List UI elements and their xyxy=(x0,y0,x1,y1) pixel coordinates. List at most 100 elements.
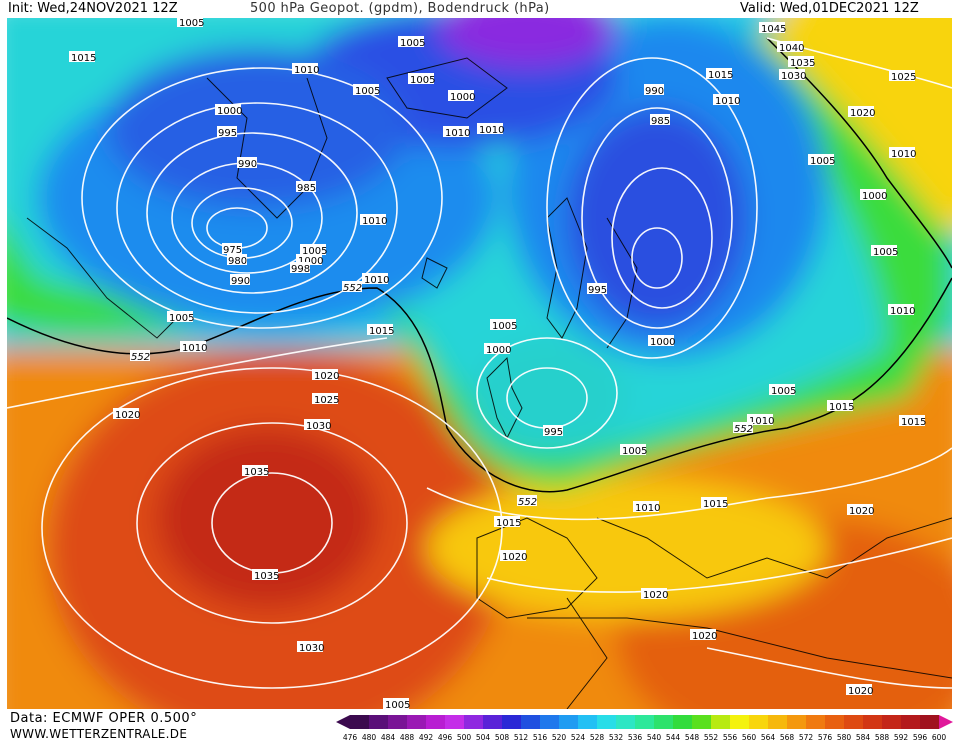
colorbar-tick-label: 572 xyxy=(798,733,814,742)
svg-text:1000: 1000 xyxy=(217,106,242,117)
colorbar-swatch xyxy=(787,715,806,729)
colorbar-swatch xyxy=(578,715,597,729)
colorbar-tick-label: 588 xyxy=(874,733,890,742)
svg-text:1005: 1005 xyxy=(169,313,194,324)
svg-text:552: 552 xyxy=(131,352,150,363)
colorbar-tick-label: 576 xyxy=(817,733,833,742)
colorbar-swatch xyxy=(654,715,673,729)
svg-text:1005: 1005 xyxy=(302,246,327,257)
website-link[interactable]: WWW.WETTERZENTRALE.DE xyxy=(10,727,188,741)
svg-text:552: 552 xyxy=(518,497,537,508)
isobar-label: 1000 xyxy=(860,189,887,202)
isobar-label: 1030 xyxy=(297,641,324,654)
colorbar-tick-label: 548 xyxy=(684,733,700,742)
svg-text:1005: 1005 xyxy=(771,386,796,397)
colorbar-swatch xyxy=(806,715,825,729)
colorbar-tick-label: 584 xyxy=(855,733,871,742)
isobar-label: 1005 xyxy=(398,36,425,49)
svg-text:1020: 1020 xyxy=(502,552,527,563)
svg-text:1005: 1005 xyxy=(400,38,425,49)
colorbar-swatch xyxy=(426,715,445,729)
svg-text:1035: 1035 xyxy=(254,571,279,582)
svg-text:1000: 1000 xyxy=(862,191,887,202)
isobar-label: 1010 xyxy=(360,214,387,227)
isobar-label: 998 xyxy=(290,262,310,275)
colorbar-tick-label: 516 xyxy=(532,733,548,742)
isobar-label: 1010 xyxy=(889,147,916,160)
isobar-label: 1005 xyxy=(769,384,796,397)
colorbar-tick-label: 488 xyxy=(399,733,415,742)
isobar-label: 1005 xyxy=(408,73,435,86)
colorbar-swatch xyxy=(844,715,863,729)
isobar-label: 1000 xyxy=(484,343,511,356)
colorbar-tick-label: 536 xyxy=(627,733,643,742)
colorbar-swatch xyxy=(730,715,749,729)
svg-text:990: 990 xyxy=(231,276,250,287)
colorbar-swatches xyxy=(336,715,953,729)
isobar-label: 1010 xyxy=(713,94,740,107)
isobar-label: 1005 xyxy=(490,319,517,332)
isobar-label: 1000 xyxy=(296,254,323,267)
isobar-label: 1010 xyxy=(633,501,660,514)
colorbar-swatch xyxy=(635,715,654,729)
svg-text:975: 975 xyxy=(223,245,242,256)
height-label: 552 xyxy=(342,281,362,294)
isobar-label: 1005 xyxy=(871,245,898,258)
colorbar-swatch xyxy=(882,715,901,729)
svg-text:1015: 1015 xyxy=(369,326,394,337)
height-label: 552 xyxy=(517,495,537,508)
colorbar-tick-label: 540 xyxy=(646,733,662,742)
svg-text:1045: 1045 xyxy=(761,24,786,35)
colorbar-tick-label: 552 xyxy=(703,733,719,742)
isobar-label: 985 xyxy=(296,181,316,194)
svg-text:1030: 1030 xyxy=(299,643,324,654)
svg-text:1005: 1005 xyxy=(410,75,435,86)
svg-text:1005: 1005 xyxy=(622,446,647,457)
isobar-label: 1020 xyxy=(848,106,875,119)
colorbar-tick-label: 596 xyxy=(912,733,928,742)
svg-text:998: 998 xyxy=(291,264,310,275)
svg-text:1010: 1010 xyxy=(362,216,387,227)
colorbar-swatch xyxy=(673,715,692,729)
isobar-label: 1020 xyxy=(312,369,339,382)
isobar-label: 1020 xyxy=(847,504,874,517)
height-label: 552 xyxy=(733,422,753,435)
header: Init: Wed,24NOV2021 12Z 500 hPa Geopot. … xyxy=(0,0,959,18)
colorbar-tick-label: 504 xyxy=(475,733,491,742)
svg-text:1020: 1020 xyxy=(849,506,874,517)
colorbar-swatch xyxy=(559,715,578,729)
svg-text:1005: 1005 xyxy=(355,86,380,97)
isobar-label: 1015 xyxy=(367,324,394,337)
colorbar-tick-label: 512 xyxy=(513,733,529,742)
svg-text:1020: 1020 xyxy=(115,410,140,421)
svg-text:1020: 1020 xyxy=(850,108,875,119)
isobar-label: 985 xyxy=(650,114,670,127)
isobar-label: 1010 xyxy=(443,126,470,139)
colorbar-swatch xyxy=(388,715,407,729)
isobar-label: 1005 xyxy=(620,444,647,457)
valid-time: Valid: Wed,01DEC2021 12Z xyxy=(740,1,919,16)
colorbar-tick-label: 532 xyxy=(608,733,624,742)
svg-text:1010: 1010 xyxy=(294,65,319,76)
isobar-label: 975 xyxy=(222,243,242,256)
isobar-label: 1000 xyxy=(648,335,675,348)
svg-text:1010: 1010 xyxy=(182,343,207,354)
svg-text:1020: 1020 xyxy=(848,686,873,697)
isobar-label: 995 xyxy=(543,425,563,438)
svg-text:1005: 1005 xyxy=(385,700,410,709)
svg-text:1015: 1015 xyxy=(703,499,728,510)
colorbar-tick-label: 560 xyxy=(741,733,757,742)
svg-text:990: 990 xyxy=(645,86,664,97)
svg-text:1010: 1010 xyxy=(445,128,470,139)
svg-text:1030: 1030 xyxy=(781,71,806,82)
colorbar-swatch xyxy=(407,715,426,729)
colorbar-swatch xyxy=(597,715,616,729)
colorbar-swatch xyxy=(540,715,559,729)
svg-text:980: 980 xyxy=(228,256,247,267)
chart-title: 500 hPa Geopot. (gpdm), Bodendruck (hPa) xyxy=(250,1,550,16)
weather-map: 1005 1015 1010 1005 1000 995 990 985 975… xyxy=(7,18,952,709)
colorbar-swatch xyxy=(350,715,369,729)
isobar-label: 1010 xyxy=(477,123,504,136)
colorbar-tick-label: 476 xyxy=(342,733,358,742)
svg-text:552: 552 xyxy=(343,283,362,294)
